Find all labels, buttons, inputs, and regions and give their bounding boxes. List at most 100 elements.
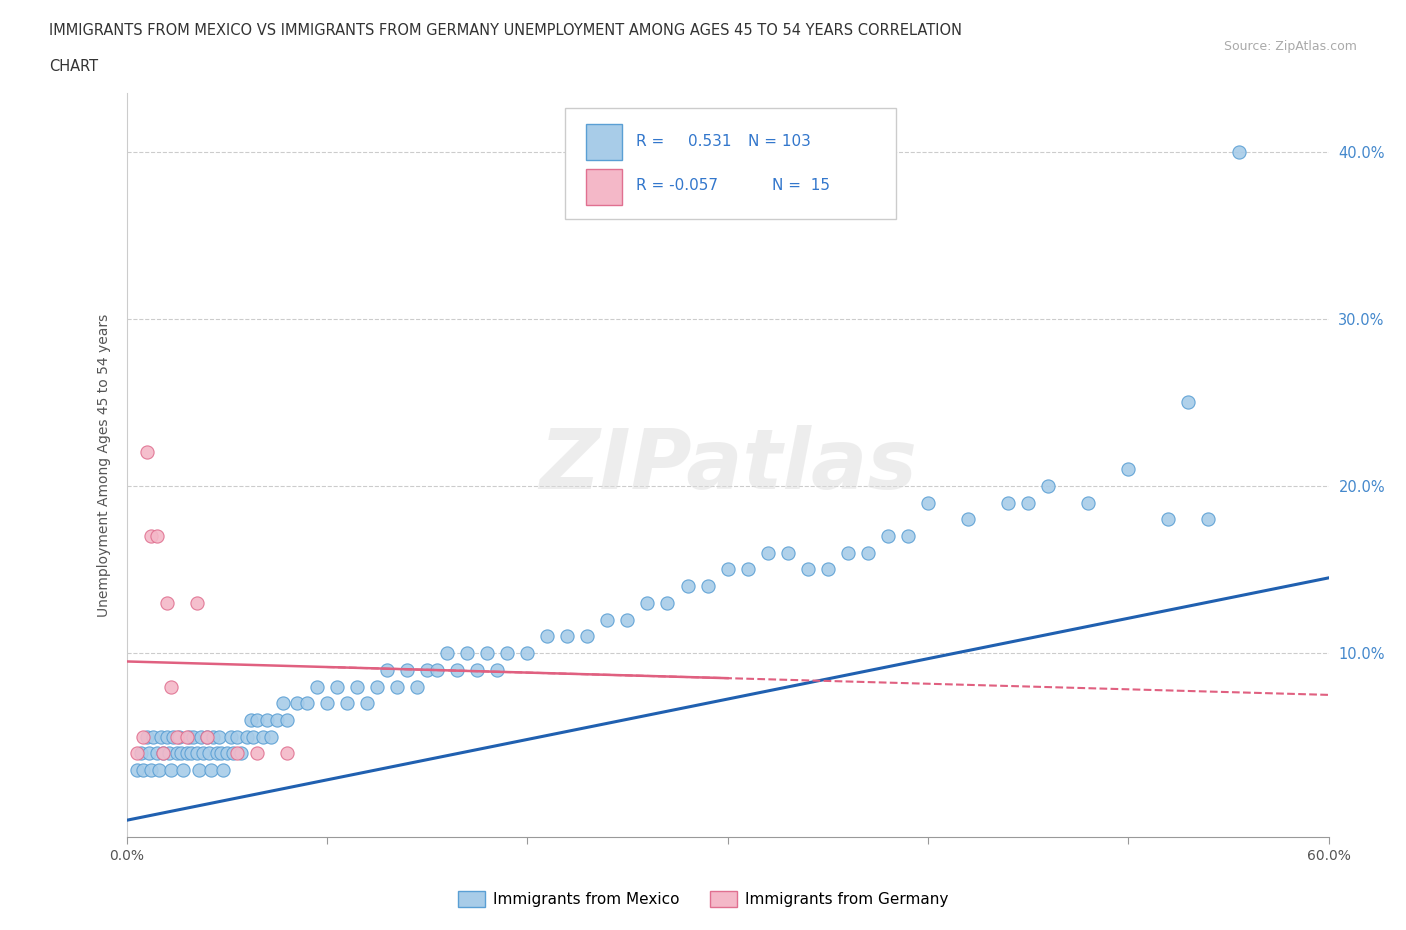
Text: 0.531: 0.531: [688, 134, 731, 149]
Point: [326, 679, 349, 694]
Point: [260, 729, 283, 744]
Point: [305, 679, 328, 694]
Point: [436, 645, 458, 660]
Point: [796, 562, 818, 577]
Point: [636, 595, 658, 610]
Point: [475, 645, 498, 660]
Point: [271, 696, 294, 711]
Point: [416, 662, 439, 677]
Point: [456, 645, 478, 660]
Point: [486, 662, 509, 677]
Point: [346, 679, 368, 694]
Point: [737, 562, 759, 577]
Point: [152, 746, 174, 761]
Point: [201, 729, 224, 744]
Point: [200, 763, 222, 777]
Point: [135, 445, 157, 460]
Text: ZIPatlas: ZIPatlas: [538, 424, 917, 506]
Point: [817, 562, 839, 577]
Point: [191, 746, 214, 761]
Point: [142, 729, 165, 744]
Text: R =: R =: [637, 134, 665, 149]
Point: [166, 729, 188, 744]
Point: [148, 763, 170, 777]
Point: [596, 612, 619, 627]
Point: [145, 528, 167, 543]
Point: [657, 595, 679, 610]
Point: [195, 729, 218, 744]
Point: [176, 729, 198, 744]
Point: [426, 662, 449, 677]
Point: [195, 729, 218, 744]
Point: [276, 712, 298, 727]
Point: [1118, 461, 1140, 476]
Point: [197, 746, 219, 761]
Text: CHART: CHART: [49, 59, 98, 73]
Point: [356, 696, 378, 711]
Text: Source: ZipAtlas.com: Source: ZipAtlas.com: [1223, 40, 1357, 53]
Point: [1077, 495, 1099, 510]
Point: [246, 746, 269, 761]
Point: [159, 763, 181, 777]
Point: [209, 746, 232, 761]
Point: [295, 696, 318, 711]
Point: [557, 629, 579, 644]
Point: [336, 696, 359, 711]
Point: [169, 746, 191, 761]
Point: [190, 729, 212, 744]
Point: [139, 763, 162, 777]
Text: N = 103: N = 103: [748, 134, 811, 149]
Text: N =  15: N = 15: [772, 179, 830, 193]
Point: [135, 729, 157, 744]
Point: [229, 746, 252, 761]
Point: [406, 679, 429, 694]
Point: [181, 729, 204, 744]
Point: [315, 696, 337, 711]
Point: [285, 696, 308, 711]
Point: [252, 729, 274, 744]
Point: [225, 746, 247, 761]
Point: [465, 662, 488, 677]
Point: [917, 495, 939, 510]
Point: [385, 679, 408, 694]
Point: [208, 729, 231, 744]
Point: [837, 545, 859, 560]
Point: [997, 495, 1019, 510]
Point: [125, 763, 148, 777]
Point: [186, 746, 208, 761]
Legend: Immigrants from Mexico, Immigrants from Germany: Immigrants from Mexico, Immigrants from …: [451, 884, 955, 913]
Point: [242, 729, 264, 744]
FancyBboxPatch shape: [586, 169, 621, 205]
Point: [576, 629, 599, 644]
Point: [516, 645, 538, 660]
Point: [176, 746, 198, 761]
Point: [157, 746, 180, 761]
Point: [186, 595, 208, 610]
Point: [776, 545, 799, 560]
Point: [246, 712, 269, 727]
Point: [205, 746, 228, 761]
Point: [696, 578, 718, 593]
Point: [139, 528, 162, 543]
Point: [446, 662, 468, 677]
Point: [1227, 144, 1250, 159]
Point: [1038, 478, 1060, 493]
Point: [138, 746, 160, 761]
Point: [396, 662, 419, 677]
Point: [187, 763, 209, 777]
Text: R = -0.057: R = -0.057: [637, 179, 718, 193]
Point: [756, 545, 779, 560]
Point: [239, 712, 262, 727]
Point: [1198, 512, 1220, 526]
Point: [155, 729, 177, 744]
Point: [1157, 512, 1180, 526]
Point: [536, 629, 558, 644]
Text: IMMIGRANTS FROM MEXICO VS IMMIGRANTS FROM GERMANY UNEMPLOYMENT AMONG AGES 45 TO : IMMIGRANTS FROM MEXICO VS IMMIGRANTS FRO…: [49, 23, 962, 38]
Point: [131, 729, 153, 744]
Point: [152, 746, 174, 761]
Point: [256, 712, 278, 727]
Point: [897, 528, 920, 543]
Point: [956, 512, 979, 526]
Point: [676, 578, 699, 593]
Point: [162, 729, 184, 744]
